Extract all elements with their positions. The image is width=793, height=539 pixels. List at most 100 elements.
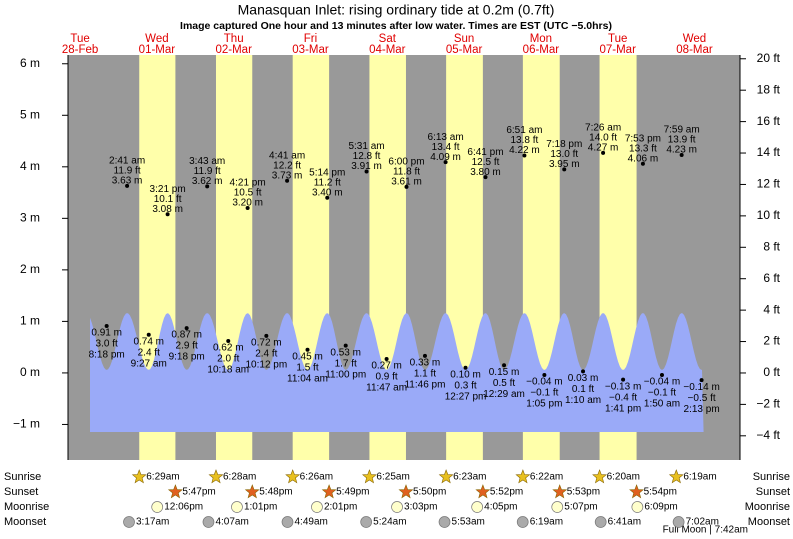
tide-time: 11:46 pm	[404, 380, 445, 391]
tide-ft: 10.1 ft	[154, 194, 182, 205]
moonrise-time: 1:01pm	[244, 502, 277, 513]
sun-icon	[208, 469, 224, 484]
tide-ft: 11.9 ft	[114, 166, 141, 177]
tide-point	[522, 153, 527, 158]
sunrise-time: 6:23am	[453, 472, 486, 483]
row-label: Sunrise	[4, 471, 41, 483]
day-weekday: Tue	[608, 33, 627, 45]
y-tick-label: 2 m	[20, 262, 40, 276]
tide-point	[305, 347, 310, 352]
tide-ft: 11.2 ft	[314, 177, 341, 188]
chart-subtitle: Image captured One hour and 13 minutes a…	[180, 20, 612, 32]
tide-time: 6:51 am	[506, 125, 542, 136]
tide-height: 0.03 m	[568, 373, 599, 384]
moonrise-time: 4:05pm	[484, 502, 517, 513]
day-weekday: Wed	[683, 33, 706, 45]
day-weekday: Thu	[224, 33, 244, 45]
moonset-time: 7:02am	[686, 517, 719, 528]
tide-point	[325, 195, 330, 200]
moonrise-icon	[391, 501, 403, 513]
day-date: 01-Mar	[139, 44, 176, 56]
y-tick-label: 1 m	[20, 314, 40, 328]
y2-tick-label: 6 ft	[763, 271, 780, 285]
tide-time: 10:12 pm	[245, 359, 287, 370]
sunrise-time: 6:28am	[223, 472, 256, 483]
tide-point	[343, 343, 348, 348]
row-label: Moonrise	[4, 501, 49, 513]
day-date: 06-Mar	[523, 44, 560, 56]
moonrise-time: 12:06pm	[164, 502, 203, 513]
sun-icon	[668, 469, 684, 484]
tide-height: 0.91 m	[91, 328, 122, 339]
day-weekday: Sat	[379, 33, 397, 45]
tide-ft: 1.7 ft	[335, 358, 357, 369]
tide-time: 2:41 am	[109, 156, 145, 167]
tide-ft: 13.8 ft	[511, 135, 539, 146]
tide-ft: 2.4 ft	[138, 347, 160, 358]
tide-height: 3.80 m	[470, 167, 501, 178]
tide-point	[581, 369, 586, 374]
tide-point	[502, 363, 507, 368]
sun-icon	[285, 469, 301, 484]
row-label: Sunset	[756, 486, 790, 498]
tide-point	[245, 206, 250, 211]
tide-time: 7:18 pm	[546, 139, 582, 150]
tide-time: 8:18 pm	[89, 350, 125, 361]
tide-height: 3.91 m	[351, 161, 382, 172]
tide-point	[483, 175, 488, 180]
tide-height: 4.09 m	[430, 152, 461, 163]
tide-point	[165, 212, 170, 217]
tide-ft: 12.8 ft	[353, 151, 381, 162]
moonset-time: 4:07am	[215, 517, 248, 528]
tide-point	[659, 372, 664, 377]
y-tick-label: 4 m	[20, 159, 40, 173]
moonrise-icon	[151, 501, 164, 513]
tide-height: 4.23 m	[666, 145, 697, 156]
tide-point	[226, 338, 231, 343]
tide-height: 3.63 m	[112, 176, 143, 187]
tide-point	[699, 378, 704, 383]
tide-time: 6:13 am	[428, 132, 464, 143]
tide-point	[125, 183, 130, 188]
tide-time: 1:10 am	[565, 395, 601, 406]
tide-point	[621, 377, 626, 382]
sunrise-time: 6:25am	[376, 472, 409, 483]
tide-time: 2:13 pm	[684, 404, 720, 415]
y2-tick-label: 14 ft	[757, 145, 781, 159]
tide-point	[463, 365, 468, 370]
sunset-time: 5:48pm	[259, 487, 292, 498]
tide-time: 4:41 am	[269, 150, 305, 161]
y-tick-label: −1 m	[13, 417, 40, 431]
tide-time: 7:53 pm	[625, 133, 661, 144]
tide-time: 1:41 pm	[605, 403, 641, 414]
tide-time: 10:18 am	[207, 365, 249, 376]
tide-time: 6:41 pm	[467, 147, 503, 158]
moonset-icon	[360, 516, 373, 528]
sun-icon	[552, 484, 568, 499]
sun-icon	[321, 484, 337, 499]
y2-tick-label: 4 ft	[763, 302, 780, 316]
y2-tick-label: 2 ft	[763, 334, 780, 348]
moonset-time: 5:53am	[452, 517, 485, 528]
tide-point	[679, 152, 684, 157]
tide-time: 1:50 am	[644, 399, 680, 410]
tide-height: 0.33 m	[410, 358, 441, 369]
row-label: Moonrise	[745, 501, 790, 513]
row-label: Moonset	[748, 516, 790, 528]
tide-ft: −0.1 ft	[648, 388, 676, 399]
sunset-time: 5:52pm	[490, 487, 523, 498]
tide-point	[542, 372, 547, 377]
moonrise-time: 2:01pm	[324, 502, 357, 513]
tide-time: 11:47 am	[366, 383, 407, 394]
sunrise-time: 6:22am	[530, 472, 563, 483]
sunset-time: 5:47pm	[182, 487, 215, 498]
sunset-time: 5:54pm	[644, 487, 677, 498]
tide-height: 0.45 m	[292, 351, 323, 362]
tide-height: 3.08 m	[152, 204, 183, 215]
moonset-time: 3:17am	[136, 517, 169, 528]
moonrise-icon	[631, 501, 644, 513]
moonset-icon	[438, 516, 451, 528]
tide-time: 12:29 am	[483, 389, 525, 400]
tide-ft: −0.5 ft	[688, 393, 716, 404]
y2-tick-label: 16 ft	[757, 114, 781, 128]
